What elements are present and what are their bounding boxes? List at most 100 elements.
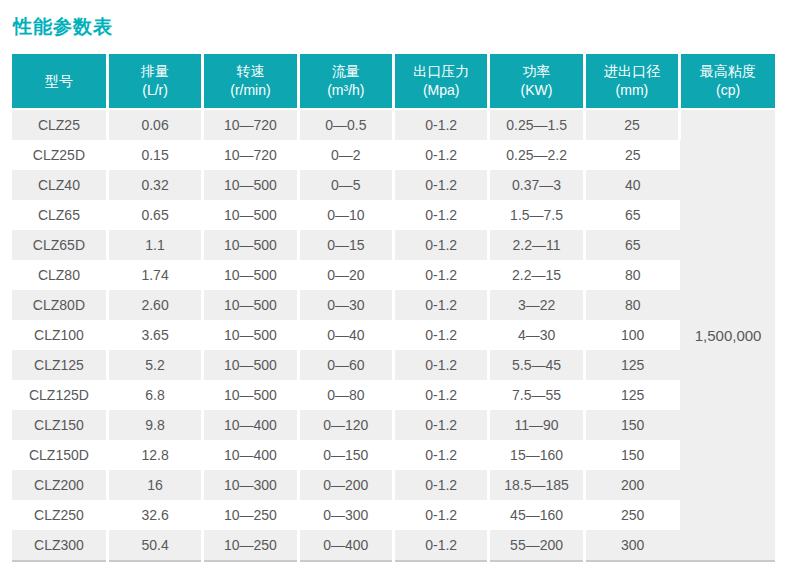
cell-model: CLZ80D (12, 290, 107, 320)
cell-outlet-pressure: 0-1.2 (394, 290, 489, 320)
table-row: CLZ1255.210—5000—600-1.25.5—45125 (12, 350, 775, 380)
cell-model: CLZ65D (12, 230, 107, 260)
cell-flow: 0—2 (298, 140, 393, 170)
cell-power: 11—90 (489, 410, 584, 440)
cell-port-diameter: 25 (584, 109, 679, 140)
cell-flow: 0—400 (298, 530, 393, 561)
cell-displacement: 0.15 (107, 140, 202, 170)
cell-model: CLZ100 (12, 320, 107, 350)
cell-power: 18.5—185 (489, 470, 584, 500)
table-row: CLZ801.7410—5000—200-1.22.2—1580 (12, 260, 775, 290)
cell-speed: 10—500 (203, 170, 298, 200)
cell-flow: 0—300 (298, 500, 393, 530)
column-header-label: 最高粘度 (681, 62, 775, 81)
cell-speed: 10—500 (203, 350, 298, 380)
cell-port-diameter: 65 (584, 230, 679, 260)
cell-outlet-pressure: 0-1.2 (394, 350, 489, 380)
cell-flow: 0—10 (298, 200, 393, 230)
cell-power: 0.25—1.5 (489, 109, 584, 140)
cell-outlet-pressure: 0-1.2 (394, 109, 489, 140)
page: 性能参数表 型号排量(L/r)转速(r/min)流量(m³/h)出口压力(Mpa… (0, 0, 787, 562)
cell-displacement: 1.1 (107, 230, 202, 260)
table-row: CLZ150D12.810—4000—1500-1.215—160150 (12, 440, 775, 470)
cell-model: CLZ300 (12, 530, 107, 561)
table-row: CLZ250.0610—7200—0.50-1.20.25—1.5251,500… (12, 109, 775, 140)
cell-speed: 10—400 (203, 440, 298, 470)
page-title: 性能参数表 (13, 14, 775, 40)
table-header: 型号排量(L/r)转速(r/min)流量(m³/h)出口压力(Mpa)功率(KW… (12, 54, 775, 109)
cell-port-diameter: 80 (584, 290, 679, 320)
cell-flow: 0—120 (298, 410, 393, 440)
cell-power: 2.2—11 (489, 230, 584, 260)
table-row: CLZ25D0.1510—7200—20-1.20.25—2.225 (12, 140, 775, 170)
cell-displacement: 6.8 (107, 380, 202, 410)
cell-outlet-pressure: 0-1.2 (394, 500, 489, 530)
column-header-label: 型号 (12, 72, 106, 91)
column-header-displacement: 排量(L/r) (107, 54, 202, 109)
table-row: CLZ1003.6510—5000—400-1.24—30100 (12, 320, 775, 350)
cell-model: CLZ200 (12, 470, 107, 500)
column-header-label: 进出口径 (586, 62, 678, 81)
cell-flow: 0—5 (298, 170, 393, 200)
cell-flow: 0—15 (298, 230, 393, 260)
cell-port-diameter: 300 (584, 530, 679, 561)
column-header-label: 出口压力 (395, 62, 487, 81)
cell-model: CLZ40 (12, 170, 107, 200)
cell-model: CLZ125D (12, 380, 107, 410)
cell-speed: 10—500 (203, 230, 298, 260)
cell-port-diameter: 150 (584, 410, 679, 440)
cell-power: 0.25—2.2 (489, 140, 584, 170)
cell-flow: 0—200 (298, 470, 393, 500)
column-header-label: 流量 (300, 62, 392, 81)
cell-outlet-pressure: 0-1.2 (394, 440, 489, 470)
cell-speed: 10—720 (203, 109, 298, 140)
cell-speed: 10—500 (203, 290, 298, 320)
performance-spec-table: 型号排量(L/r)转速(r/min)流量(m³/h)出口压力(Mpa)功率(KW… (12, 54, 775, 562)
cell-model: CLZ125 (12, 350, 107, 380)
column-header-power: 功率(KW) (489, 54, 584, 109)
cell-outlet-pressure: 0-1.2 (394, 170, 489, 200)
column-header-unit: (KW) (490, 81, 582, 100)
cell-model: CLZ80 (12, 260, 107, 290)
column-header-max-viscosity: 最高粘度(cp) (680, 54, 775, 109)
cell-displacement: 0.32 (107, 170, 202, 200)
column-header-unit: (L/r) (109, 81, 201, 100)
cell-port-diameter: 125 (584, 380, 679, 410)
cell-port-diameter: 40 (584, 170, 679, 200)
cell-speed: 10—500 (203, 200, 298, 230)
cell-port-diameter: 150 (584, 440, 679, 470)
cell-speed: 10—250 (203, 500, 298, 530)
cell-model: CLZ150 (12, 410, 107, 440)
table-row: CLZ125D6.810—5000—800-1.27.5—55125 (12, 380, 775, 410)
cell-port-diameter: 200 (584, 470, 679, 500)
cell-model: CLZ25D (12, 140, 107, 170)
table-header-row: 型号排量(L/r)转速(r/min)流量(m³/h)出口压力(Mpa)功率(KW… (12, 54, 775, 109)
cell-power: 1.5—7.5 (489, 200, 584, 230)
cell-power: 3—22 (489, 290, 584, 320)
cell-outlet-pressure: 0-1.2 (394, 200, 489, 230)
cell-power: 55—200 (489, 530, 584, 561)
column-header-unit: (r/min) (204, 81, 296, 100)
cell-port-diameter: 65 (584, 200, 679, 230)
cell-displacement: 1.74 (107, 260, 202, 290)
merged-viscosity-cell: 1,500,000 (680, 109, 775, 561)
column-header-unit: (m³/h) (300, 81, 392, 100)
cell-power: 5.5—45 (489, 350, 584, 380)
cell-speed: 10—500 (203, 320, 298, 350)
column-header-unit: (mm) (586, 81, 678, 100)
cell-flow: 0—80 (298, 380, 393, 410)
column-header-unit: (Mpa) (395, 81, 487, 100)
cell-displacement: 9.8 (107, 410, 202, 440)
cell-displacement: 2.60 (107, 290, 202, 320)
column-header-model: 型号 (12, 54, 107, 109)
cell-power: 0.37—3 (489, 170, 584, 200)
cell-power: 15—160 (489, 440, 584, 470)
column-header-unit: (cp) (681, 81, 775, 100)
cell-flow: 0—0.5 (298, 109, 393, 140)
cell-model: CLZ150D (12, 440, 107, 470)
cell-port-diameter: 250 (584, 500, 679, 530)
cell-port-diameter: 100 (584, 320, 679, 350)
table-row: CLZ65D1.110—5000—150-1.22.2—1165 (12, 230, 775, 260)
column-header-port-diameter: 进出口径(mm) (584, 54, 679, 109)
cell-port-diameter: 80 (584, 260, 679, 290)
